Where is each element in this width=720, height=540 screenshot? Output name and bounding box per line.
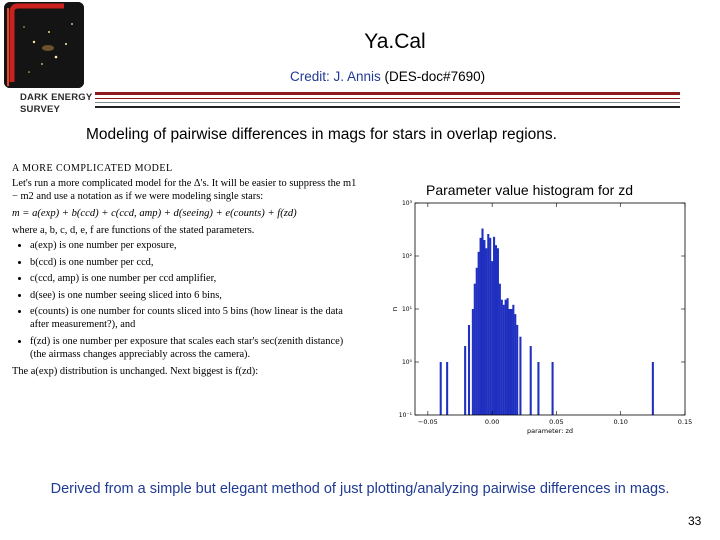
header-rule-4 — [95, 106, 680, 108]
x-tick-label: −0.05 — [418, 418, 438, 426]
histogram-bar — [519, 336, 522, 415]
x-tick-label: 0.15 — [678, 418, 692, 426]
y-tick-label: 10⁻¹ — [399, 412, 413, 419]
histogram-bar — [479, 237, 482, 415]
histogram-bar — [537, 362, 540, 415]
header-rule-3 — [95, 102, 680, 103]
histogram-bar — [508, 309, 511, 415]
histogram-bar — [487, 234, 490, 415]
histogram-bar — [477, 251, 480, 415]
histogram-bar — [483, 240, 486, 415]
histogram-bar — [651, 362, 654, 415]
histogram-bar — [498, 283, 501, 415]
y-tick-label: 10¹ — [402, 306, 413, 313]
histogram-bar — [504, 299, 507, 415]
credit-prefix: Credit: — [290, 69, 334, 84]
y-tick-label: 10² — [402, 253, 413, 260]
histogram-bar — [516, 324, 519, 415]
list-item: b(ccd) is one number per ccd, — [30, 256, 357, 269]
x-axis-label: parameter: zd — [527, 427, 573, 435]
histogram-bar — [467, 324, 471, 415]
list-item: e(counts) is one number for counts slice… — [30, 305, 357, 331]
histogram-bar — [485, 248, 488, 415]
histogram-bar — [446, 362, 449, 415]
histogram-bar — [512, 304, 515, 415]
histogram-bar — [439, 362, 442, 415]
histogram-bar — [471, 309, 474, 415]
histogram-bar — [506, 298, 509, 415]
model-equation: m = a(exp) + b(ccd) + c(ccd, amp) + d(se… — [12, 208, 297, 219]
list-item: a(exp) is one number per exposure, — [30, 239, 357, 252]
y-tick-label: 10⁰ — [402, 359, 413, 366]
list-item: c(ccd, amp) is one number per ccd amplif… — [30, 272, 357, 285]
histogram-bar — [529, 346, 532, 415]
paper-excerpt: A MORE COMPLICATED MODEL Let's run a mor… — [12, 162, 357, 380]
credit-reference: (DES-doc#7690) — [384, 69, 486, 84]
header-rule-1 — [95, 92, 680, 95]
paper-where: where a, b, c, d, e, f are functions of … — [12, 225, 255, 236]
des-logo: DARK ENERGY SURVEY — [0, 0, 100, 122]
zd-histogram: −0.05 0.00 0.05 0.10 0.15 10⁻¹ 10⁰ 10¹ 10² 10³ par… — [385, 195, 695, 440]
galaxy-logo-image — [4, 2, 84, 88]
page-number: 33 — [688, 514, 702, 528]
credit-author: J. Annis — [333, 69, 385, 84]
credit-line: Credit: J. Annis (DES-doc#7690) — [290, 69, 485, 84]
histogram-bar — [491, 261, 494, 415]
histogram-bar — [514, 314, 517, 415]
histogram-bar — [500, 299, 503, 415]
slide-subtitle: Modeling of pairwise differences in mags… — [86, 126, 557, 143]
x-tick-label: 0.00 — [485, 418, 499, 426]
histogram-svg: −0.05 0.00 0.05 0.10 0.15 10⁻¹ 10⁰ 10¹ 10² 10³ par… — [391, 200, 692, 435]
histogram-caption: Parameter value histogram for zd — [426, 182, 633, 198]
slide-title: Ya.Cal — [364, 30, 426, 53]
histogram-bar — [464, 346, 467, 415]
plot-frame — [414, 202, 686, 416]
y-tick-label: 10³ — [402, 200, 413, 207]
logo-wordmark: DARK ENERGY SURVEY — [20, 92, 92, 116]
histogram-bar — [551, 362, 554, 415]
paper-intro: Let's run a more complicated model for t… — [12, 178, 357, 202]
histogram-bar — [494, 245, 498, 415]
histogram-bar — [481, 228, 484, 415]
histogram-bar — [502, 304, 505, 415]
paper-heading: A MORE COMPLICATED MODEL — [12, 163, 173, 174]
logo-line-2: SURVEY — [20, 104, 61, 115]
slide-footer: Derived from a simple but elegant method… — [50, 481, 670, 497]
histogram-bar — [510, 309, 513, 415]
list-item: f(zd) is one number per exposure that sc… — [30, 335, 357, 361]
histogram-bar — [493, 236, 496, 415]
parameter-list: a(exp) is one number per exposure, b(ccd… — [12, 239, 357, 361]
list-item: d(see) is one number seeing sliced into … — [30, 289, 357, 302]
histogram-bar — [496, 248, 499, 415]
histogram-bar — [489, 237, 492, 415]
header-rule-2 — [95, 98, 680, 99]
histogram-bar — [475, 267, 478, 415]
x-tick-label: 0.10 — [613, 418, 627, 426]
histogram-bar — [473, 283, 476, 415]
paper-closing: The a(exp) distribution is unchanged. Ne… — [12, 365, 259, 377]
x-tick-label: 0.05 — [549, 418, 563, 426]
y-axis-label: n — [391, 307, 399, 311]
logo-line-1: DARK ENERGY — [20, 92, 93, 103]
